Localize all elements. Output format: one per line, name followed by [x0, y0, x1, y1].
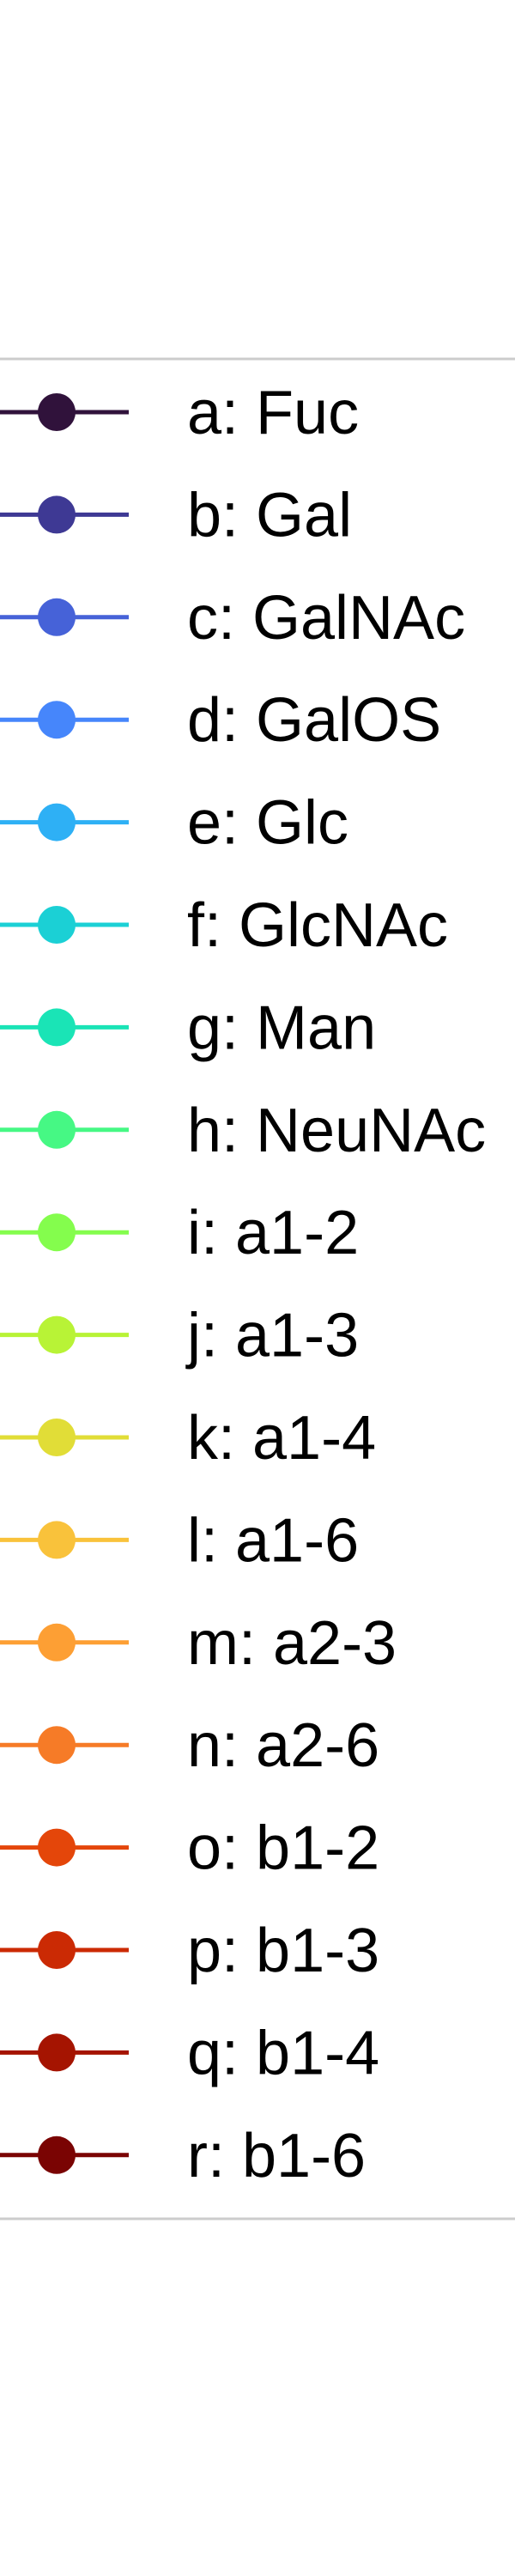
legend-marker — [38, 2136, 76, 2174]
legend-marker — [38, 598, 76, 636]
legend-entries: a: Fuc b: Gal c: GalNAc d: GalOS e: Glc f: Gl… — [0, 379, 486, 2190]
legend-entry: q: b1-4 — [0, 2019, 379, 2087]
legend-marker — [38, 1828, 76, 1867]
legend-entry: p: b1-3 — [0, 1917, 379, 1985]
legend-entry: a: Fuc — [0, 379, 359, 447]
legend-marker — [38, 1419, 76, 1456]
legend-entry: o: b1-2 — [0, 1814, 379, 1883]
legend-marker — [38, 1315, 76, 1354]
legend-label: d: GalOS — [187, 686, 441, 755]
legend-label: r: b1-6 — [187, 2122, 366, 2190]
legend-entry: f: GlcNAc — [0, 891, 448, 960]
legend-entry: c: GalNAc — [0, 584, 465, 653]
legend-label: e: Glc — [187, 789, 348, 858]
legend-entry: r: b1-6 — [0, 2122, 366, 2190]
legend-label: c: GalNAc — [187, 584, 465, 653]
legend-marker — [38, 1008, 76, 1047]
legend-label: a: Fuc — [187, 379, 359, 447]
legend-entry: k: a1-4 — [0, 1404, 376, 1473]
legend-marker — [38, 495, 76, 534]
legend-entry: i: a1-2 — [0, 1199, 359, 1267]
legend-label: n: a2-6 — [187, 1711, 379, 1780]
legend-label: b: Gal — [187, 481, 352, 550]
legend-marker — [38, 1521, 76, 1559]
legend-entry: n: a2-6 — [0, 1711, 379, 1780]
legend-marker — [38, 1931, 76, 1969]
legend-marker — [38, 2033, 76, 2072]
legend-entry: j: a1-3 — [0, 1302, 359, 1370]
legend-label: l: a1-6 — [187, 1506, 359, 1575]
legend-label: i: a1-2 — [187, 1199, 359, 1267]
legend-entry: d: GalOS — [0, 686, 441, 755]
legend-entry: l: a1-6 — [0, 1506, 359, 1575]
legend-label: f: GlcNAc — [187, 891, 448, 960]
legend-marker — [38, 393, 76, 431]
legend-marker — [38, 701, 76, 739]
legend-entry: h: NeuNAc — [0, 1097, 486, 1165]
legend-marker — [38, 1213, 76, 1252]
legend-marker — [38, 803, 76, 841]
legend-label: k: a1-4 — [187, 1404, 376, 1473]
legend-entry: e: Glc — [0, 789, 348, 858]
legend-label: g: Man — [187, 993, 376, 1062]
legend-label: m: a2-3 — [187, 1609, 397, 1678]
legend-label: p: b1-3 — [187, 1917, 379, 1985]
legend-marker — [38, 906, 76, 944]
legend-marker — [38, 1726, 76, 1765]
legend-label: q: b1-4 — [187, 2019, 379, 2087]
legend-entry: g: Man — [0, 993, 376, 1062]
legend-marker — [38, 1110, 76, 1149]
legend-marker — [38, 1623, 76, 1662]
legend-entry: m: a2-3 — [0, 1609, 397, 1678]
legend-label: h: NeuNAc — [187, 1097, 486, 1165]
legend-entry: b: Gal — [0, 481, 352, 550]
legend-label: o: b1-2 — [187, 1814, 379, 1883]
legend-label: j: a1-3 — [185, 1302, 359, 1370]
